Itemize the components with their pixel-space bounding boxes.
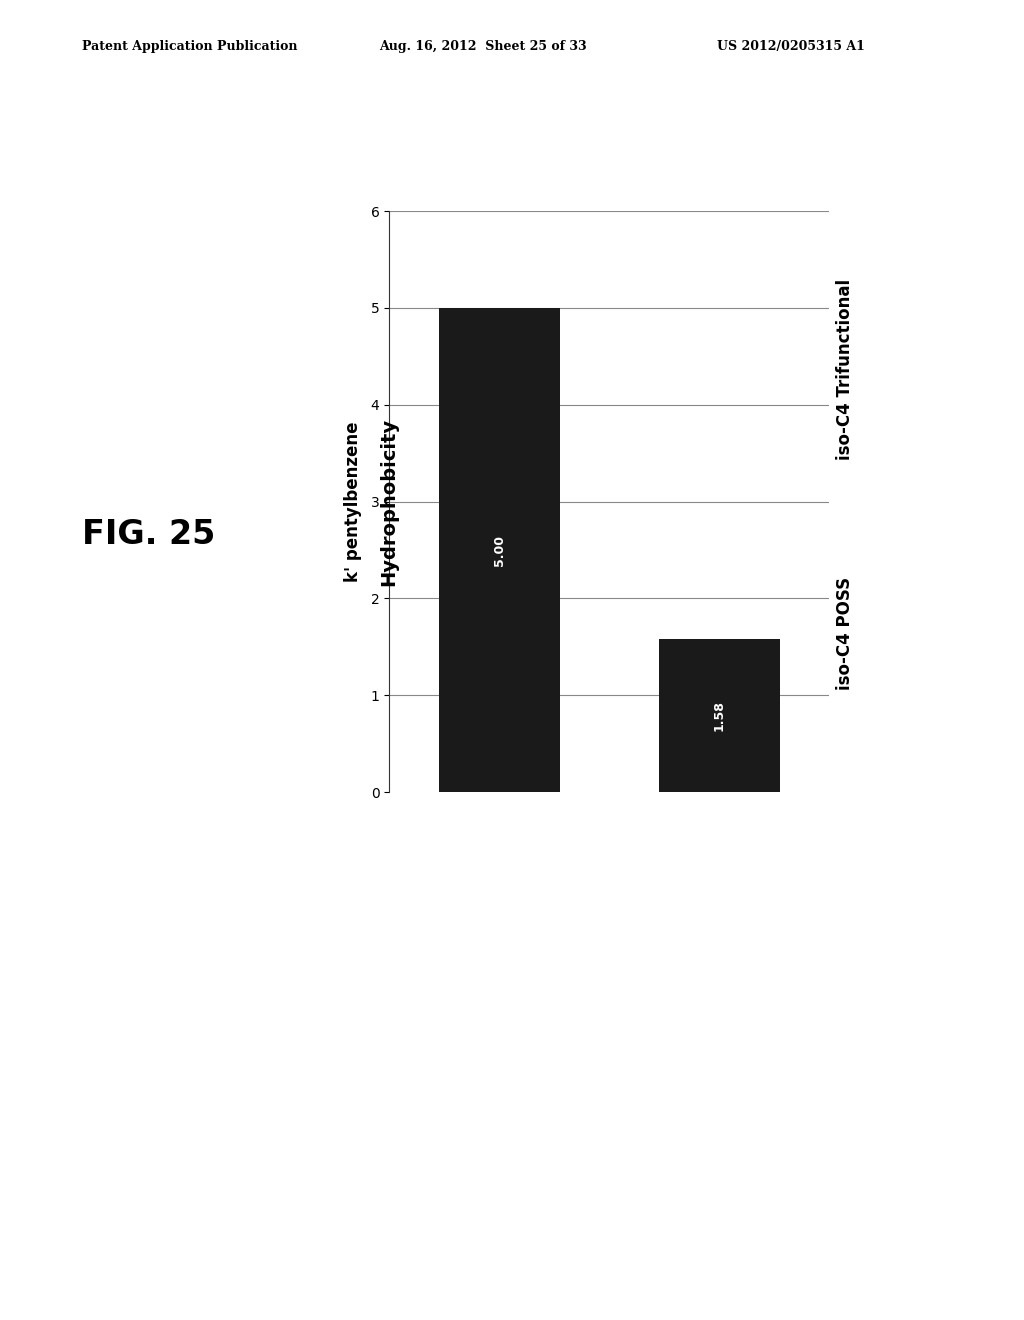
Bar	[658, 639, 780, 792]
Text: iso-C4 POSS: iso-C4 POSS	[836, 577, 854, 690]
Text: FIG. 25: FIG. 25	[82, 519, 215, 552]
Text: 5.00: 5.00	[493, 535, 506, 565]
Text: Aug. 16, 2012  Sheet 25 of 33: Aug. 16, 2012 Sheet 25 of 33	[379, 40, 587, 53]
Text: iso-C4 Trifunctional: iso-C4 Trifunctional	[836, 279, 854, 461]
Bar	[438, 308, 560, 792]
Text: 1.58: 1.58	[713, 700, 726, 731]
Text: US 2012/0205315 A1: US 2012/0205315 A1	[717, 40, 864, 53]
Text: Patent Application Publication: Patent Application Publication	[82, 40, 297, 53]
Text: Hydrophobicity: Hydrophobicity	[380, 417, 398, 586]
Y-axis label: k' pentylbenzene: k' pentylbenzene	[344, 421, 362, 582]
